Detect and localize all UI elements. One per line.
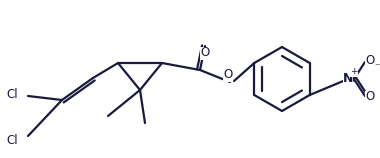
Text: O: O: [366, 91, 375, 103]
Text: O: O: [223, 69, 233, 82]
Text: O: O: [200, 46, 210, 60]
Text: N: N: [343, 73, 353, 85]
Text: O: O: [366, 55, 375, 67]
Text: ⁻: ⁻: [374, 62, 380, 72]
Text: Cl: Cl: [6, 88, 18, 100]
Text: +: +: [350, 67, 358, 76]
Text: Cl: Cl: [6, 134, 18, 146]
